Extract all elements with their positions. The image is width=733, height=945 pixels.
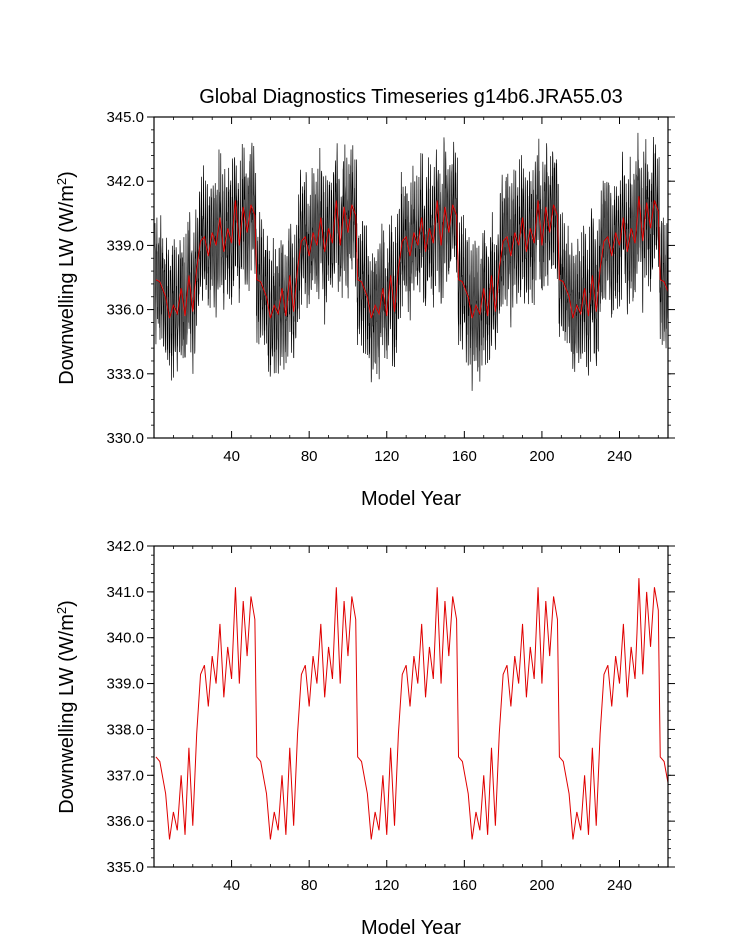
x-tick-label: 160	[452, 877, 477, 894]
y-tick-label: 336.0	[106, 302, 144, 319]
y-tick-label: 336.0	[106, 813, 144, 830]
x-tick-label: 200	[529, 448, 554, 465]
chart-title: Global Diagnostics Timeseries g14b6.JRA5…	[199, 86, 623, 108]
y-tick-label: 345.0	[106, 109, 144, 126]
top-panel-monthly-series-line	[154, 132, 668, 391]
x-tick-label: 160	[452, 448, 477, 465]
y-tick-label: 333.0	[106, 366, 144, 383]
bottom-panel-annual-series-line	[155, 578, 668, 840]
x-tick-label: 240	[607, 877, 632, 894]
x-tick-label: 80	[301, 877, 318, 894]
x-tick-label: 80	[301, 448, 318, 465]
top-panel-ticks: 40 80 120 160 200 240 330.0 333.0 336.0 339.0 342.…	[106, 109, 675, 465]
bottom-panel-frame	[153, 545, 669, 868]
bottom-panel-ticks: 40 80 120 160 200 240 335.0 336.0 337.0 338.0 339.…	[106, 538, 675, 894]
y-tick-label: 342.0	[106, 538, 144, 555]
x-tick-label: 120	[374, 877, 399, 894]
top-panel-annual-series-line	[155, 196, 668, 319]
bottom-panel-x-axis-label: Model Year	[361, 917, 461, 939]
bottom-panel-series	[155, 578, 668, 840]
x-tick-label: 40	[223, 448, 240, 465]
y-tick-label: 342.0	[106, 173, 144, 190]
bottom-panel-y-axis-label: Downwelling LW (W/m2)	[54, 600, 78, 814]
bottom-panel: 40 80 120 160 200 240 335.0 336.0 337.0 338.0 339.…	[54, 538, 675, 939]
y-tick-label: 338.0	[106, 721, 144, 738]
x-tick-label: 200	[529, 877, 554, 894]
y-tick-label: 339.0	[106, 676, 144, 693]
top-panel-x-axis-label: Model Year	[361, 488, 461, 510]
y-tick-label: 340.0	[106, 630, 144, 647]
x-tick-label: 240	[607, 448, 632, 465]
top-panel-frame	[153, 116, 669, 439]
top-panel-series	[154, 132, 668, 391]
x-tick-label: 40	[223, 877, 240, 894]
x-tick-label: 120	[374, 448, 399, 465]
y-tick-label: 335.0	[106, 859, 144, 876]
y-tick-label: 339.0	[106, 237, 144, 254]
y-tick-label: 337.0	[106, 767, 144, 784]
top-panel-y-axis-label: Downwelling LW (W/m2)	[54, 171, 78, 385]
y-tick-label: 341.0	[106, 584, 144, 601]
top-panel: 40 80 120 160 200 240 330.0 333.0 336.0 339.0 342.…	[54, 109, 675, 510]
y-tick-label: 330.0	[106, 430, 144, 447]
